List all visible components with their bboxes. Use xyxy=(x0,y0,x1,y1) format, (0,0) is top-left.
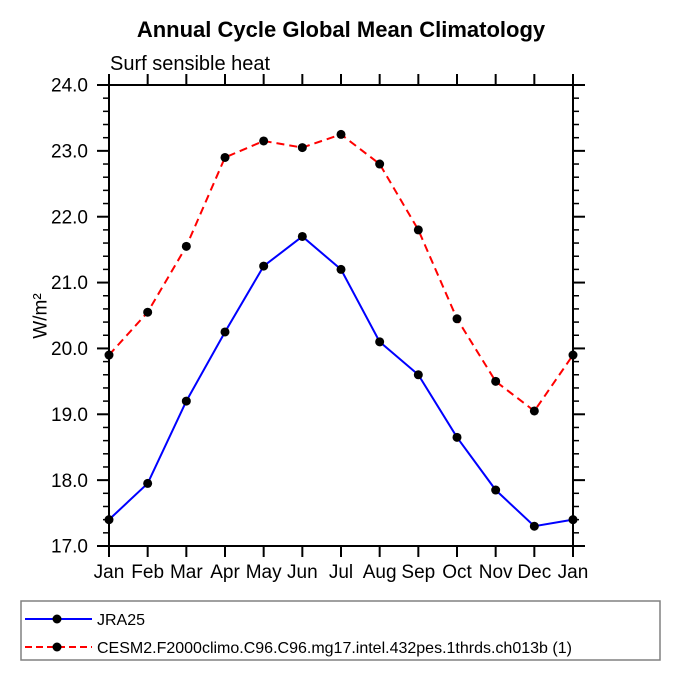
x-tick-label: Apr xyxy=(210,562,240,583)
y-tick-label: 17.0 xyxy=(51,537,88,558)
x-tick-label: Jun xyxy=(287,562,318,583)
legend: JRA25 CESM2.F2000climo.C96.C96.mg17.intel… xyxy=(20,600,661,661)
x-tick-label: Jan xyxy=(558,562,589,583)
series-markers-cesm2 xyxy=(104,129,578,416)
data-point-marker xyxy=(413,225,423,235)
y-axis-title: W/m² xyxy=(31,293,52,338)
x-tick-label: Jan xyxy=(94,562,125,583)
y-axis-ticks: 17.0 18.0 19.0 20.0 21.0 22.0 23.0 24.0 xyxy=(51,76,585,558)
data-point-marker xyxy=(143,307,153,317)
data-point-marker xyxy=(491,376,501,386)
data-point-marker xyxy=(181,396,191,406)
data-point-marker xyxy=(259,136,269,146)
legend-label-cesm2: CESM2.F2000climo.C96.C96.mg17.intel.432p… xyxy=(97,640,572,657)
data-point-marker xyxy=(452,314,462,324)
x-tick-label: Aug xyxy=(363,562,397,583)
chart-subtitle: Surf sensible heat xyxy=(110,53,271,75)
data-point-marker xyxy=(491,485,501,495)
data-point-marker xyxy=(375,159,385,169)
data-point-marker xyxy=(452,432,462,442)
legend-sample-marker xyxy=(52,614,62,624)
y-tick-label: 23.0 xyxy=(51,142,88,163)
series-line-jra25 xyxy=(108,235,574,528)
x-tick-label: Jul xyxy=(329,562,353,583)
x-tick-label: Nov xyxy=(479,562,513,583)
y-tick-label: 22.0 xyxy=(51,207,88,228)
x-tick-label: Oct xyxy=(442,562,472,583)
x-axis-ticks: Jan Feb Mar Apr May Jun Jul Aug Sep Oct Nov Dec Jan xyxy=(94,74,589,583)
series-markers-jra25 xyxy=(104,231,578,531)
data-point-marker xyxy=(104,515,114,525)
plot-frame xyxy=(108,84,574,547)
y-tick-label: 20.0 xyxy=(51,339,88,360)
data-point-marker xyxy=(220,327,230,337)
data-point-marker xyxy=(259,261,269,271)
data-point-marker xyxy=(143,478,153,488)
x-tick-label: Dec xyxy=(517,562,551,583)
chart-title: Annual Cycle Global Mean Climatology xyxy=(137,17,546,42)
data-point-marker xyxy=(336,129,346,139)
data-point-marker xyxy=(568,515,578,525)
data-point-marker xyxy=(297,231,307,241)
data-point-marker xyxy=(181,241,191,251)
y-tick-label: 18.0 xyxy=(51,471,88,492)
data-point-marker xyxy=(413,370,423,380)
legend-sample-marker xyxy=(52,642,62,652)
data-point-marker xyxy=(529,521,539,531)
y-tick-label: 24.0 xyxy=(51,76,88,97)
y-tick-label: 21.0 xyxy=(51,273,88,294)
plot-generated-content: 17.0 18.0 19.0 20.0 21.0 22.0 23.0 24.0 Jan Feb Ma… xyxy=(20,74,661,661)
data-point-marker xyxy=(220,152,230,162)
legend-label-jra25: JRA25 xyxy=(97,612,145,629)
legend-box xyxy=(20,600,661,661)
data-point-marker xyxy=(375,337,385,347)
data-point-marker xyxy=(529,406,539,416)
x-tick-label: Feb xyxy=(131,562,164,583)
data-point-marker xyxy=(104,350,114,360)
data-point-marker xyxy=(568,350,578,360)
data-point-marker xyxy=(336,264,346,274)
x-tick-label: May xyxy=(246,562,282,583)
y-tick-label: 19.0 xyxy=(51,405,88,426)
x-tick-label: Mar xyxy=(170,562,203,583)
data-point-marker xyxy=(297,143,307,153)
x-tick-label: Sep xyxy=(401,562,435,583)
